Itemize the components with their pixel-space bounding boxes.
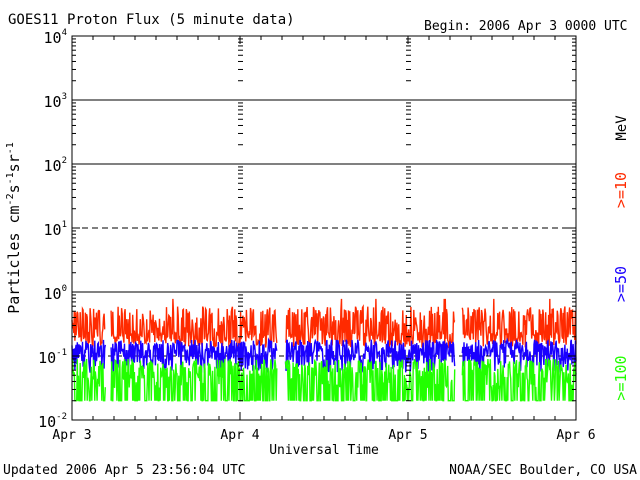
y-tick-label: 100 [44, 284, 67, 303]
x-tick-labels: Apr 3 Apr 4 Apr 5 Apr 6 [52, 428, 595, 443]
y-tick-label: 101 [44, 220, 67, 239]
legend-ge10: >=10 [612, 172, 630, 208]
series-line-100 [71, 357, 577, 402]
y-tick-labels: 10-2 10-1 100 101 102 103 104 [38, 28, 67, 431]
x-tick-label: Apr 6 [556, 428, 595, 443]
legend-ge100: >=100 [612, 355, 630, 400]
plot-frame [71, 35, 577, 421]
footer-updated: Updated 2006 Apr 5 23:56:04 UTC [3, 463, 246, 478]
x-tick-label: Apr 3 [52, 428, 91, 443]
y-tick-label: 103 [44, 92, 67, 111]
y-tick-label: 10-1 [38, 348, 67, 367]
unit-label: MeV [614, 115, 630, 141]
y-tick-label: 10-2 [38, 412, 67, 431]
series-layer [71, 298, 577, 402]
y-tick-label: 104 [44, 28, 67, 47]
footer-credit: NOAA/SEC Boulder, CO USA [449, 463, 637, 478]
x-tick-label: Apr 4 [220, 428, 259, 443]
legend-ge50: >=50 [612, 266, 630, 302]
series-line-50 [71, 337, 577, 376]
x-axis-label: Universal Time [269, 443, 379, 458]
y-tick-label: 102 [44, 156, 67, 175]
begin-label: Begin: 2006 Apr 3 0000 UTC [424, 19, 628, 34]
chart-title: GOES11 Proton Flux (5 minute data) [8, 12, 295, 28]
axis-ticks [71, 35, 577, 421]
x-tick-label: Apr 5 [388, 428, 427, 443]
y-axis-label: Particles cm-2s-1sr-1 [5, 142, 23, 314]
series-line-10 [71, 298, 577, 349]
